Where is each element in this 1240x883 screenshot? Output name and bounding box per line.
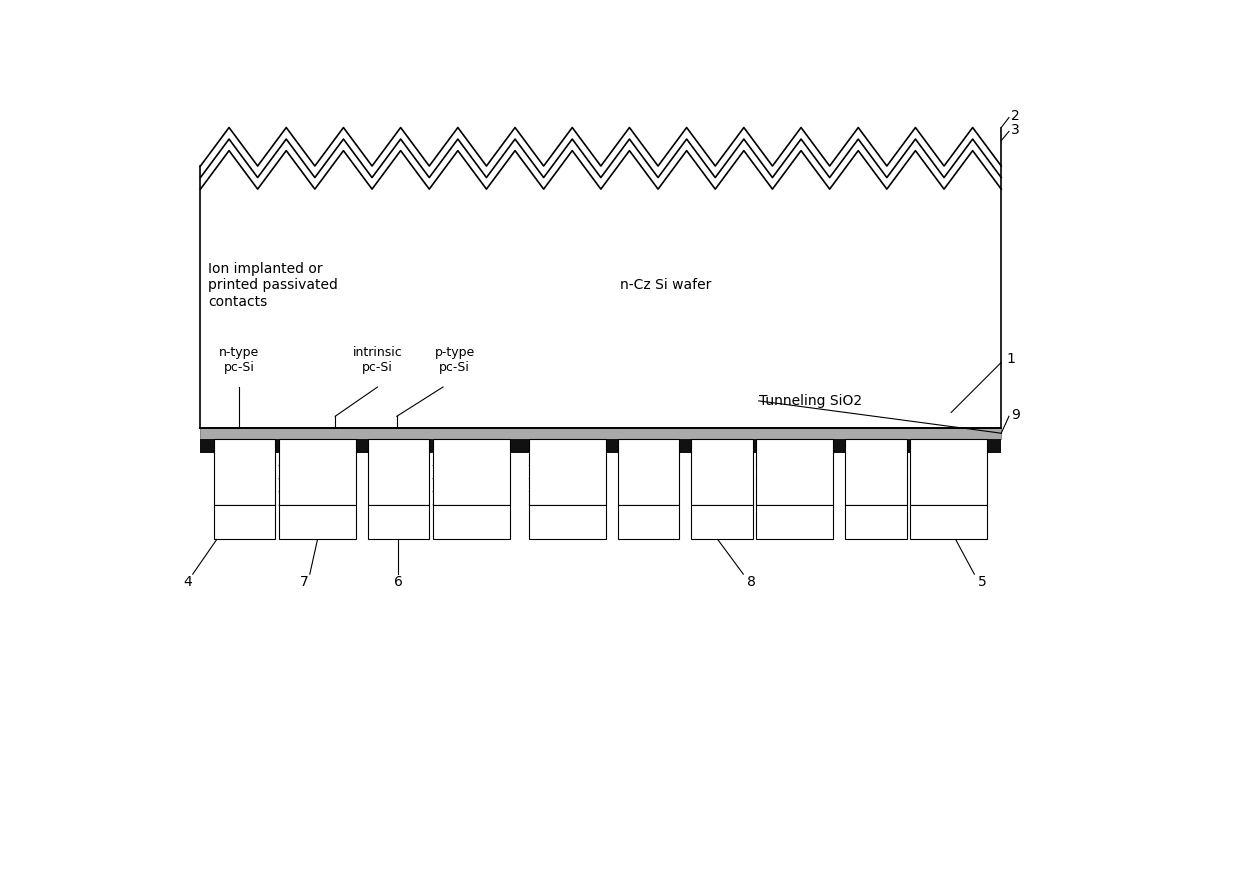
Bar	[618, 440, 680, 505]
Text: n-type
pc-Si: n-type pc-Si	[218, 346, 259, 374]
Bar	[529, 440, 606, 505]
Bar	[213, 505, 275, 540]
Text: intrinsic
pc-Si: intrinsic pc-Si	[352, 346, 403, 374]
Text: 7: 7	[300, 575, 309, 589]
Text: 3: 3	[1012, 123, 1021, 137]
Bar	[529, 505, 606, 540]
Bar	[756, 440, 833, 505]
Bar	[279, 505, 356, 540]
Text: 6: 6	[394, 575, 403, 589]
Text: p-type
pc-Si: p-type pc-Si	[434, 346, 475, 374]
Bar	[279, 440, 356, 505]
Bar	[433, 440, 510, 505]
Text: 5: 5	[978, 575, 987, 589]
Bar	[844, 440, 906, 505]
Text: 9: 9	[1012, 408, 1021, 422]
Text: Tunneling SiO2: Tunneling SiO2	[759, 394, 862, 408]
Text: 2: 2	[1012, 109, 1021, 123]
Bar	[756, 505, 833, 540]
Text: n-Cz Si wafer: n-Cz Si wafer	[620, 278, 712, 292]
Bar	[910, 505, 987, 540]
Bar	[691, 440, 753, 505]
Bar	[367, 440, 429, 505]
Text: 1: 1	[1007, 351, 1016, 366]
Bar	[618, 505, 680, 540]
Text: 8: 8	[748, 575, 756, 589]
Bar	[213, 440, 275, 505]
Bar	[201, 428, 1001, 440]
Bar	[691, 505, 753, 540]
Bar	[367, 505, 429, 540]
Bar	[433, 505, 510, 540]
Bar	[201, 440, 1001, 453]
Bar	[844, 505, 906, 540]
Text: 4: 4	[184, 575, 192, 589]
Bar	[910, 440, 987, 505]
Text: Ion implanted or
printed passivated
contacts: Ion implanted or printed passivated cont…	[208, 262, 339, 308]
